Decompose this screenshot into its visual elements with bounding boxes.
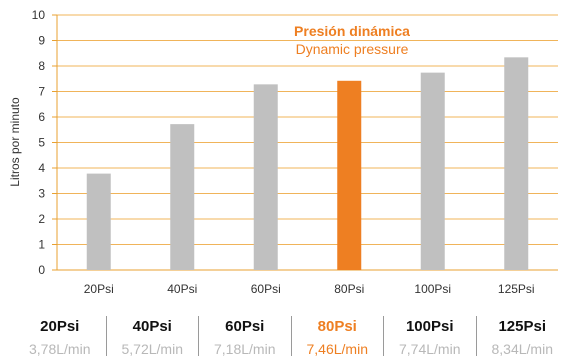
x-tick-label: 60Psi <box>251 282 281 296</box>
bar-80psi <box>337 80 362 270</box>
x-axis-ticks: 20Psi 40Psi 60Psi 80Psi 100Psi 125Psi <box>84 282 535 296</box>
grid-lines <box>52 14 558 271</box>
legend-subtitle: Dynamic pressure <box>296 41 409 57</box>
y-tick-label: 6 <box>38 110 45 124</box>
summary-flow-rate: 7,18L/min <box>214 341 276 357</box>
summary-pressure: 40Psi <box>132 318 172 335</box>
x-tick-label: 80Psi <box>334 282 364 296</box>
x-tick-label: 100Psi <box>414 282 451 296</box>
summary-flow-rate: 3,78L/min <box>29 341 91 357</box>
summary-cell: 60Psi 7,18L/min <box>198 316 291 357</box>
bar-125psi <box>504 57 529 270</box>
bar-20psi <box>86 173 111 270</box>
y-tick-label: 4 <box>38 161 45 175</box>
summary-cell: 125Psi 8,34L/min <box>475 316 569 357</box>
summary-flow-rate: 7,74L/min <box>399 341 461 357</box>
bar-60psi <box>253 84 278 270</box>
summary-cell: 100Psi 7,74L/min <box>383 316 476 357</box>
y-tick-label: 9 <box>38 34 45 48</box>
summary-flow-rate: 5,72L/min <box>121 341 183 357</box>
legend-title: Presión dinámica <box>294 23 410 39</box>
y-tick-label: 10 <box>32 8 46 22</box>
y-axis-ticks: 0 1 2 3 4 5 6 7 8 9 10 <box>32 8 46 277</box>
y-tick-label: 1 <box>38 238 45 252</box>
summary-table: 20Psi 3,78L/min 40Psi 5,72L/min 60Psi 7,18L/m… <box>14 316 569 357</box>
summary-cell: 80Psi 7,46L/min <box>290 316 384 357</box>
summary-cell: 40Psi 5,72L/min <box>105 316 199 357</box>
y-tick-label: 7 <box>38 85 45 99</box>
summary-pressure: 125Psi <box>498 318 547 335</box>
bar-40psi <box>170 124 195 270</box>
bars <box>86 57 529 270</box>
bar-100psi <box>420 72 445 270</box>
summary-cell: 20Psi 3,78L/min <box>14 316 106 357</box>
y-axis-title: Litros por minuto <box>8 97 22 187</box>
y-tick-label: 2 <box>38 212 45 226</box>
summary-flow-rate: 7,46L/min <box>306 341 368 357</box>
summary-pressure: 80Psi <box>317 318 357 335</box>
x-tick-label: 125Psi <box>498 282 535 296</box>
summary-pressure: 100Psi <box>405 318 454 335</box>
x-tick-label: 20Psi <box>84 282 114 296</box>
summary-pressure: 20Psi <box>40 318 80 335</box>
bar-chart: 0 1 2 3 4 5 6 7 8 9 10 20Psi 40Psi 60Psi 80Psi 100Psi 1… <box>8 8 558 296</box>
x-tick-label: 40Psi <box>167 282 197 296</box>
y-tick-label: 5 <box>38 136 45 150</box>
summary-flow-rate: 8,34L/min <box>491 341 553 357</box>
y-tick-label: 0 <box>38 263 45 277</box>
y-tick-label: 3 <box>38 187 45 201</box>
y-tick-label: 8 <box>38 59 45 73</box>
summary-pressure: 60Psi <box>225 318 265 335</box>
